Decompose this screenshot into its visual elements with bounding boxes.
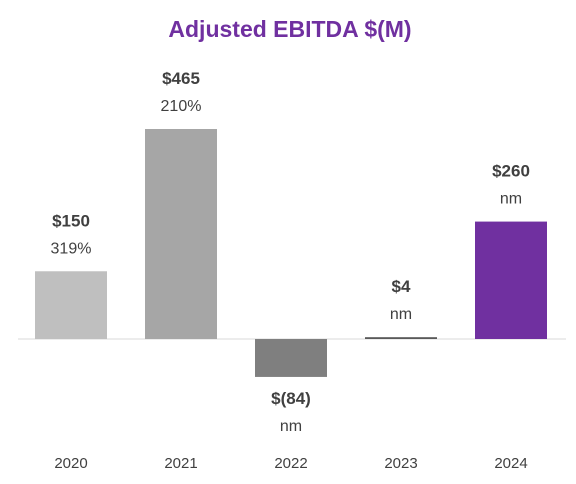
value-label-2023: $4 [392, 277, 411, 296]
bar-2022 [255, 339, 327, 377]
value-label-2024: $260 [492, 162, 530, 181]
bar-2024 [475, 221, 547, 339]
growth-label-2023: nm [390, 306, 412, 323]
bar-2021 [145, 129, 217, 339]
growth-label-2022: nm [280, 418, 302, 435]
bar-2020 [35, 271, 107, 339]
bar-2023 [365, 337, 437, 339]
chart-title: Adjusted EBITDA $(M) [168, 16, 411, 42]
x-tick-2022: 2022 [274, 455, 307, 472]
growth-label-2024: nm [500, 191, 522, 208]
growth-label-2021: 210% [161, 98, 202, 115]
x-tick-2024: 2024 [494, 455, 527, 472]
value-label-2021: $465 [162, 69, 200, 88]
growth-label-2020: 319% [51, 240, 92, 257]
x-tick-2020: 2020 [54, 455, 87, 472]
x-tick-2023: 2023 [384, 455, 417, 472]
x-tick-2021: 2021 [164, 455, 197, 472]
value-label-2022: $(84) [271, 389, 311, 408]
value-label-2020: $150 [52, 211, 90, 230]
